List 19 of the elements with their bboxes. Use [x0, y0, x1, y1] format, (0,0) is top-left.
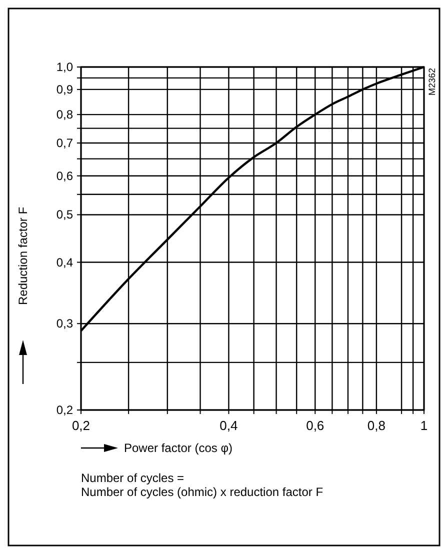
x-tick-label: 0,4	[220, 418, 238, 433]
x-tick-label: 0,8	[367, 418, 386, 433]
y-axis-title: Reduction factor F	[16, 206, 30, 305]
text: Number of cycles =	[81, 471, 184, 485]
y-tick-label: 1,0	[56, 60, 74, 74]
y-tick-label: 0,9	[56, 82, 74, 96]
y-tick-label: 0,3	[56, 316, 74, 331]
x-tick-label: 0,6	[306, 418, 324, 433]
y-tick-label: 0,5	[56, 208, 74, 222]
x-axis-title: Power factor (cos φ)	[124, 441, 232, 455]
y-tick-label: 0,4	[56, 255, 74, 270]
text: Number of cycles (ohmic) x reduction factor F	[81, 485, 324, 499]
y-tick-label: 0,7	[56, 136, 74, 150]
y-tick-label: 0,2	[56, 403, 74, 417]
y-tick-label: 0,6	[56, 168, 74, 183]
text: M2362	[427, 68, 437, 96]
y-tick-label: 0,8	[56, 108, 74, 122]
x-tick-label: 1	[420, 418, 428, 433]
x-tick-label: 0,2	[72, 418, 90, 433]
